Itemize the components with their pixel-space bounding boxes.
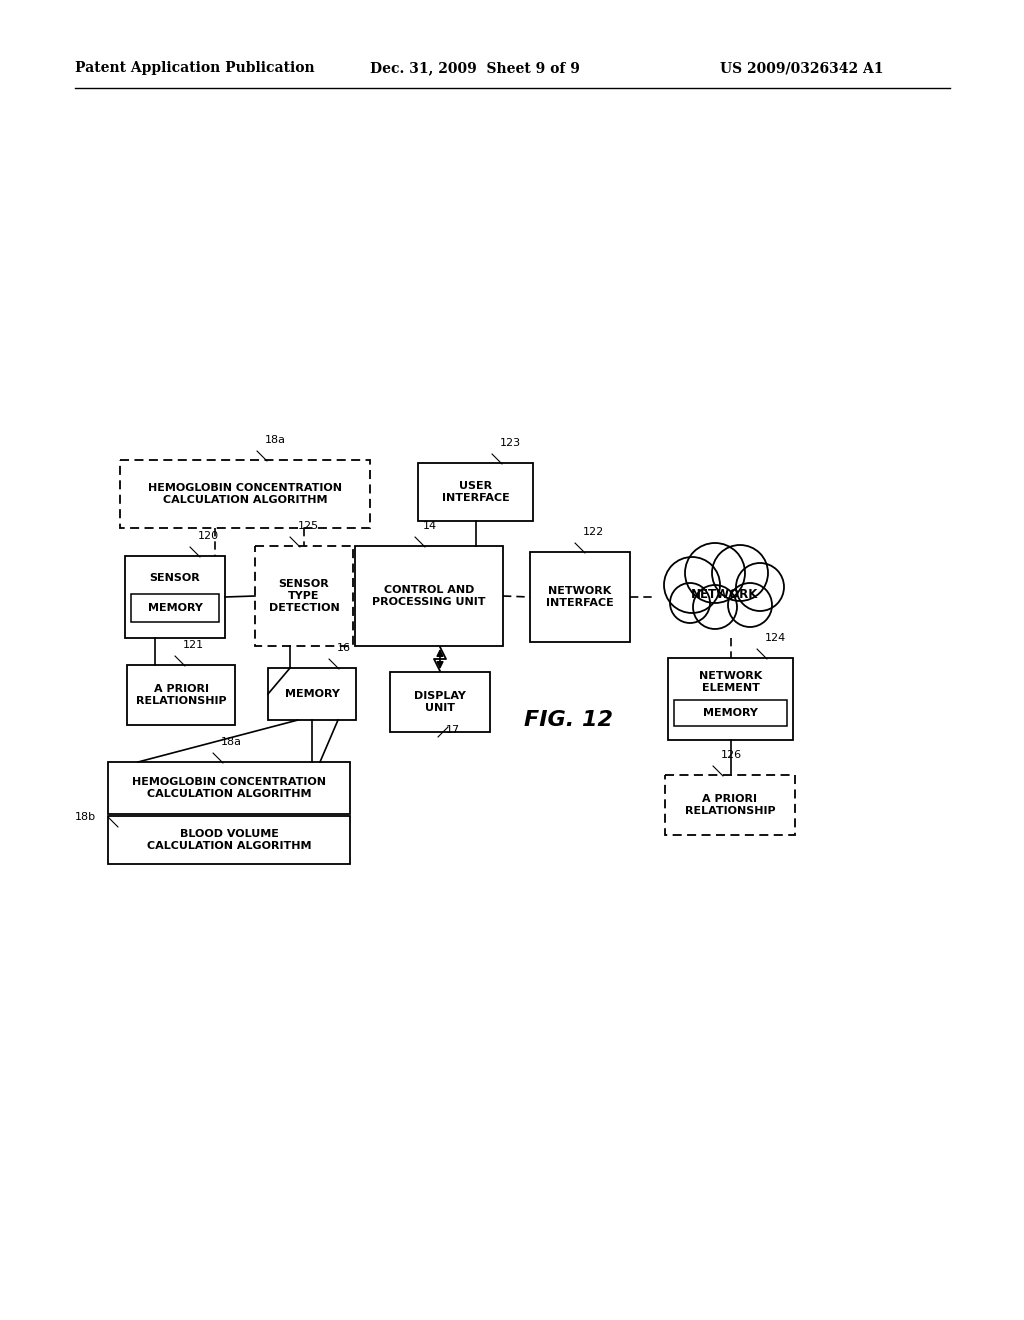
- Text: BLOOD VOLUME
CALCULATION ALGORITHM: BLOOD VOLUME CALCULATION ALGORITHM: [146, 829, 311, 851]
- Bar: [268, 668, 356, 719]
- Text: NETWORK
INTERFACE: NETWORK INTERFACE: [546, 586, 613, 607]
- Circle shape: [736, 564, 784, 611]
- Bar: [418, 463, 534, 521]
- Text: ELEMENT: ELEMENT: [701, 682, 760, 693]
- Text: FIG. 12: FIG. 12: [523, 710, 612, 730]
- Circle shape: [712, 545, 768, 601]
- Bar: [674, 700, 787, 726]
- Bar: [530, 552, 630, 642]
- Text: 124: 124: [765, 634, 786, 643]
- Text: 120: 120: [198, 531, 219, 541]
- Text: Dec. 31, 2009  Sheet 9 of 9: Dec. 31, 2009 Sheet 9 of 9: [370, 61, 580, 75]
- Text: 125: 125: [298, 521, 319, 531]
- Circle shape: [693, 585, 737, 630]
- Text: SENSOR
TYPE
DETECTION: SENSOR TYPE DETECTION: [268, 579, 339, 612]
- Text: 122: 122: [583, 527, 604, 537]
- Circle shape: [728, 583, 772, 627]
- Text: HEMOGLOBIN CONCENTRATION
CALCULATION ALGORITHM: HEMOGLOBIN CONCENTRATION CALCULATION ALG…: [132, 777, 326, 799]
- Bar: [665, 775, 795, 836]
- Text: 121: 121: [183, 640, 204, 649]
- Bar: [390, 672, 490, 733]
- Text: 17: 17: [446, 725, 460, 735]
- Text: US 2009/0326342 A1: US 2009/0326342 A1: [720, 61, 884, 75]
- Text: CONTROL AND
PROCESSING UNIT: CONTROL AND PROCESSING UNIT: [373, 585, 485, 607]
- Text: MEMORY: MEMORY: [703, 708, 758, 718]
- Bar: [120, 459, 370, 528]
- Text: HEMOGLOBIN CONCENTRATION
CALCULATION ALGORITHM: HEMOGLOBIN CONCENTRATION CALCULATION ALG…: [148, 483, 342, 504]
- Text: NETWORK: NETWORK: [691, 589, 759, 602]
- Text: A PRIORI
RELATIONSHIP: A PRIORI RELATIONSHIP: [136, 684, 226, 706]
- Text: 123: 123: [500, 438, 521, 447]
- Circle shape: [685, 543, 745, 603]
- Bar: [668, 657, 793, 741]
- Text: 126: 126: [721, 750, 742, 760]
- Bar: [108, 762, 350, 814]
- Text: MEMORY: MEMORY: [285, 689, 339, 700]
- Bar: [355, 546, 503, 645]
- Text: NETWORK: NETWORK: [698, 671, 762, 681]
- Bar: [125, 556, 225, 638]
- Text: A PRIORI
RELATIONSHIP: A PRIORI RELATIONSHIP: [685, 795, 775, 816]
- Text: 18a: 18a: [221, 737, 242, 747]
- Bar: [255, 546, 353, 645]
- Text: DISPLAY
UNIT: DISPLAY UNIT: [414, 692, 466, 713]
- Bar: [108, 816, 350, 865]
- Text: MEMORY: MEMORY: [147, 603, 203, 612]
- Bar: [131, 594, 219, 622]
- Text: Patent Application Publication: Patent Application Publication: [75, 61, 314, 75]
- Text: 16: 16: [337, 643, 351, 653]
- Circle shape: [670, 583, 710, 623]
- Text: 18a: 18a: [265, 436, 286, 445]
- Text: SENSOR: SENSOR: [150, 573, 201, 583]
- Text: 18b: 18b: [75, 812, 96, 822]
- Bar: [127, 665, 234, 725]
- Text: 14: 14: [423, 521, 437, 531]
- Text: USER
INTERFACE: USER INTERFACE: [441, 482, 509, 503]
- Circle shape: [664, 557, 720, 612]
